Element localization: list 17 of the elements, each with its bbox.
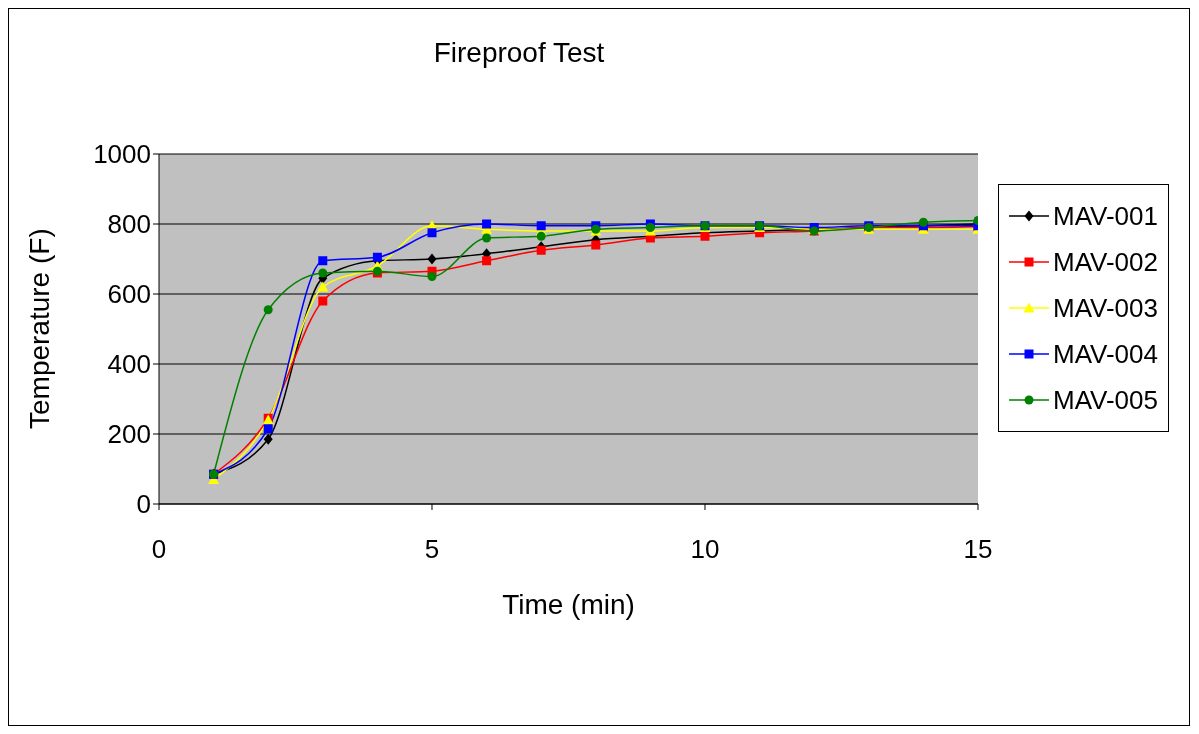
legend-label: MAV-001 xyxy=(1052,200,1158,232)
x-tick-label: 5 xyxy=(424,534,440,565)
legend-label: MAV-003 xyxy=(1052,292,1158,324)
y-axis-title: Temperature (F) xyxy=(23,228,55,429)
x-tick-label: 10 xyxy=(690,534,720,565)
x-axis-title: Time (min) xyxy=(502,589,635,620)
legend-label: MAV-004 xyxy=(1052,338,1158,370)
y-tick-label: 800 xyxy=(107,209,151,240)
x-tick-label: 15 xyxy=(963,534,993,565)
y-tick-label: 200 xyxy=(107,419,151,450)
y-tick-label: 600 xyxy=(107,279,151,310)
y-tick-label: 1000 xyxy=(93,139,151,170)
y-tick-label: 0 xyxy=(136,489,151,520)
legend-label: MAV-002 xyxy=(1052,246,1158,278)
legend-label: MAV-005 xyxy=(1052,384,1158,416)
chart-title: Fireproof Test xyxy=(432,37,606,69)
y-tick-label: 400 xyxy=(107,349,151,380)
